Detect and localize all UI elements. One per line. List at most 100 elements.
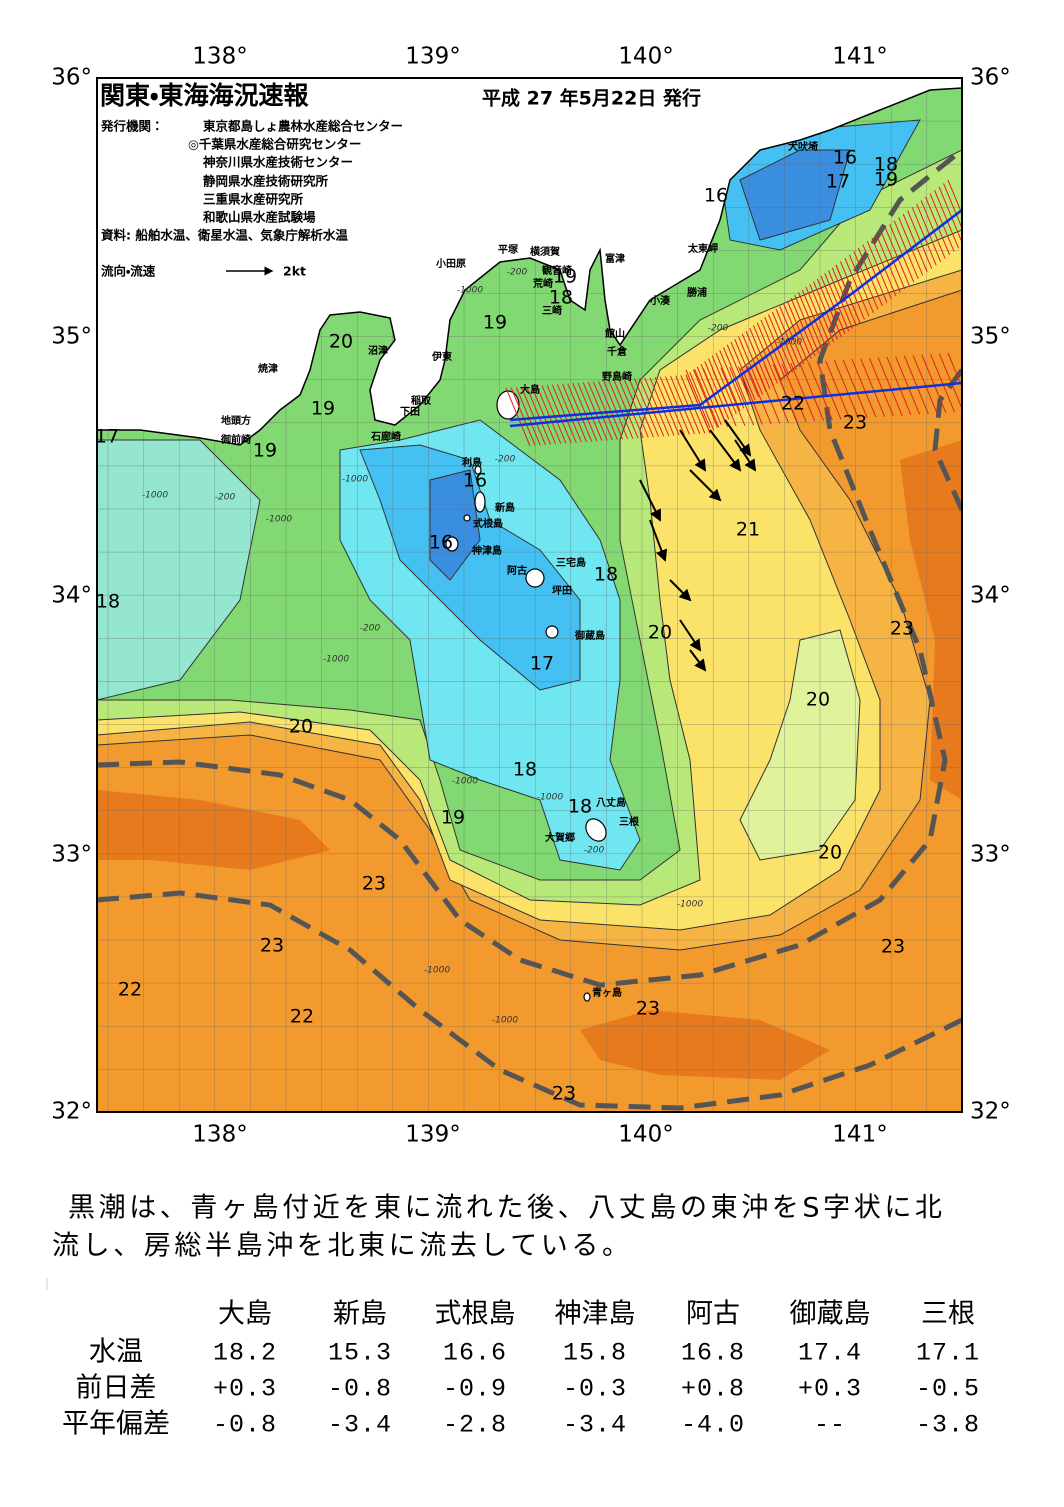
sources: 資料: 船舶水温、衛星水温、気象庁解析水温 bbox=[101, 228, 348, 243]
hatch-line bbox=[893, 220, 919, 279]
lon-label: 141° bbox=[832, 44, 887, 70]
hatch-line bbox=[853, 251, 879, 310]
isotherm-label: 20 bbox=[329, 331, 353, 353]
hatch-line bbox=[851, 359, 877, 418]
lat-label: 34° bbox=[51, 583, 92, 609]
hatch-line bbox=[816, 278, 842, 337]
hatch-line bbox=[947, 179, 962, 216]
hatch-line bbox=[703, 368, 728, 428]
hatch-line bbox=[871, 237, 897, 296]
hatch-line bbox=[898, 217, 924, 276]
depth-label: -1000 bbox=[142, 491, 168, 501]
hatch-line bbox=[639, 378, 665, 437]
hatch-line bbox=[628, 378, 654, 438]
hatch-line bbox=[934, 190, 960, 249]
depth-label: -1000 bbox=[266, 515, 292, 525]
place-label: 焼津 bbox=[258, 362, 278, 375]
depth-label: -200 bbox=[584, 846, 605, 856]
lon-label: 141° bbox=[832, 1122, 887, 1148]
vector bbox=[724, 419, 752, 457]
depth-label: -1000 bbox=[677, 900, 703, 910]
hatch-line bbox=[868, 357, 894, 417]
isotherm-label: 18 bbox=[874, 154, 898, 176]
hatch-line bbox=[857, 247, 883, 307]
hatch-line bbox=[880, 230, 906, 290]
hatch-line bbox=[938, 353, 962, 410]
depth-label: -1000 bbox=[452, 777, 478, 787]
hatch-line bbox=[825, 360, 851, 420]
hatch-line bbox=[696, 366, 722, 425]
place-label: 沼津 bbox=[368, 344, 388, 357]
place-label: 三宅島 bbox=[556, 556, 586, 569]
isotherm-label: 21 bbox=[736, 519, 760, 541]
lat-label: 33° bbox=[970, 842, 1011, 868]
hatch-line bbox=[582, 382, 608, 441]
summary-line: 流し、房総半島沖を北東に流去している。 bbox=[52, 1231, 633, 1262]
hatch-line bbox=[860, 358, 886, 417]
cell: -3.4 bbox=[563, 1411, 627, 1440]
isotherm-label: 23 bbox=[890, 618, 914, 640]
hatch-line bbox=[925, 196, 951, 256]
isotherm-label: 18 bbox=[568, 796, 592, 818]
place-label: 三崎 bbox=[542, 304, 562, 317]
hatch-line bbox=[842, 359, 868, 418]
lon-label: 139° bbox=[405, 1122, 460, 1148]
hatch-line bbox=[541, 385, 567, 444]
hatch-line bbox=[719, 350, 745, 409]
hatch-line bbox=[567, 383, 593, 442]
hatch-line bbox=[929, 193, 955, 252]
place-label: 稲取 bbox=[411, 394, 432, 407]
isotherm-label: 19 bbox=[253, 440, 277, 462]
isotherm-label: 22 bbox=[781, 393, 805, 415]
lon-label: 138° bbox=[192, 1122, 247, 1148]
island bbox=[583, 992, 591, 1002]
place-label: 利島 bbox=[462, 456, 482, 469]
cell: -2.8 bbox=[443, 1411, 507, 1440]
hatch-line bbox=[902, 213, 928, 273]
kuroshio-line bbox=[97, 890, 962, 1111]
depth-label: -1000 bbox=[424, 966, 450, 976]
depth-label: -200 bbox=[495, 455, 516, 465]
hatch-line bbox=[715, 352, 741, 412]
place-label: 青ヶ島 bbox=[592, 986, 622, 999]
isotherm-zone bbox=[429, 469, 481, 581]
cell: 15.3 bbox=[328, 1339, 392, 1368]
hatch-line bbox=[903, 355, 929, 415]
island bbox=[525, 568, 545, 588]
cell: -- bbox=[814, 1411, 846, 1440]
cell: -4.0 bbox=[681, 1411, 745, 1440]
hatch-line bbox=[587, 381, 613, 441]
hatch-line bbox=[943, 183, 962, 230]
island bbox=[545, 625, 559, 639]
hatch-line bbox=[623, 379, 649, 438]
hatch-line bbox=[831, 267, 857, 326]
place-label: 式根島 bbox=[473, 517, 503, 530]
hatch-line bbox=[760, 319, 786, 379]
hatch-line bbox=[693, 369, 718, 428]
place-label: 伊東 bbox=[431, 350, 452, 363]
hatch-line bbox=[768, 314, 793, 373]
island bbox=[496, 390, 520, 420]
summary-line: 黒潮は、青ヶ島付近を東に流れた後、八丈島の東沖をS字状に北 bbox=[68, 1193, 946, 1224]
lat-label: 33° bbox=[51, 842, 92, 868]
island bbox=[474, 465, 482, 475]
hatch-line bbox=[866, 241, 892, 300]
publisher: 三重県水産研究所 bbox=[203, 192, 304, 207]
hatch-line bbox=[840, 261, 865, 320]
hatch-line bbox=[809, 284, 835, 343]
hatch-line bbox=[755, 365, 781, 424]
publisher: ◎千葉県水産総合研究センター bbox=[188, 137, 361, 152]
hatch-line bbox=[730, 341, 756, 401]
hatch-line bbox=[556, 384, 582, 443]
isotherm-label: 18 bbox=[96, 591, 120, 613]
hatch-line bbox=[510, 387, 536, 446]
cell: 18.2 bbox=[213, 1339, 277, 1368]
publisher: 東京都島しょ農林水産総合センター bbox=[203, 119, 403, 134]
hatch-line bbox=[781, 363, 807, 422]
place-label: 新島 bbox=[494, 501, 515, 514]
summary: 黒潮は、青ヶ島付近を東に流れた後、八丈島の東沖をS字状に北流し、房総半島沖を北東… bbox=[52, 1193, 946, 1262]
publisher: 静岡県水産技術研究所 bbox=[203, 174, 329, 189]
hatch-line bbox=[634, 378, 660, 437]
hatch-line bbox=[737, 366, 763, 425]
